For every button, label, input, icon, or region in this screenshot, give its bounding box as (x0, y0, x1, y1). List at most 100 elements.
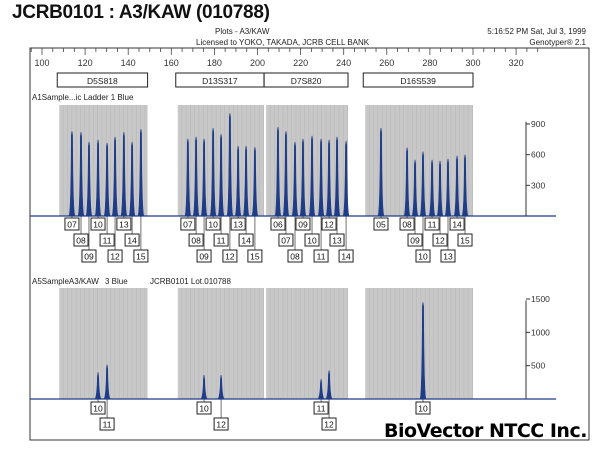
peak-D7S820-09 (299, 138, 307, 217)
y-tick-label: 500 (531, 361, 545, 371)
peak-D16S539-10 (419, 302, 427, 400)
allele-label: 13 (443, 252, 453, 262)
allele-label-box (440, 249, 456, 263)
allele-label-box (321, 417, 337, 431)
peak-D5S818-15 (137, 129, 145, 217)
allele-label-box (222, 249, 238, 263)
allele-label-box (313, 249, 329, 263)
page-title: JCRB0101 : A3/KAW (010788) (12, 2, 270, 23)
allele-label-box (188, 233, 204, 247)
allele-label-box (338, 249, 354, 263)
peak-D16S539-13 (444, 158, 452, 217)
allele-label-box (424, 217, 440, 231)
allele-label: 09 (410, 236, 420, 246)
y-tick-label: 1000 (531, 327, 550, 337)
allele-label-box (205, 217, 221, 231)
peak-D16S539-10 (419, 151, 427, 217)
peak-D13S317-12 (226, 113, 234, 217)
allele-label-box (270, 217, 286, 231)
timestamp: 5:16:52 PM Sat, Jul 3, 1999 (487, 27, 586, 36)
allele-label: 12 (216, 420, 226, 430)
allele-label: 10 (307, 236, 317, 246)
peak-D13S317-08 (192, 136, 200, 217)
peak-D7S820-12 (325, 370, 333, 400)
peak-D5S818-11 (103, 364, 111, 400)
allele-label-box (313, 401, 329, 415)
peak-D7S820-12 (325, 139, 333, 217)
allele-label-box (107, 249, 123, 263)
bin-region (365, 288, 473, 399)
allele-label-box (196, 401, 212, 415)
x-tick-label: 220 (293, 58, 308, 68)
allele-label-box (304, 233, 320, 247)
peak-D16S539-05 (377, 128, 385, 217)
locus-box-D7S820 (263, 72, 349, 88)
allele-label: 11 (428, 220, 437, 230)
y-tick-label: 600 (531, 150, 545, 160)
peak-D7S820-10 (308, 135, 316, 217)
allele-label-box (196, 249, 212, 263)
y-tick-label: 1500 (531, 294, 550, 304)
allele-label-box (415, 249, 431, 263)
peak-D13S317-15 (251, 146, 259, 217)
plot-frame (29, 47, 590, 441)
allele-label-box (238, 233, 254, 247)
allele-label-box (407, 233, 423, 247)
allele-label: 10 (199, 404, 209, 414)
peak-D5S818-12 (111, 136, 119, 217)
peak-D5S818-09 (85, 141, 93, 217)
allele-label: 07 (281, 236, 291, 246)
license-label: Licensed to YOKO, TAKADA, JCRB CELL BANK (196, 38, 370, 47)
allele-label-box (90, 217, 106, 231)
allele-label: 08 (191, 236, 201, 246)
allele-label-box (415, 401, 431, 415)
peak-D16S539-14 (453, 155, 461, 217)
allele-label: 05 (376, 220, 386, 230)
sample-label: JCRB0101 Lot.010788 (150, 277, 232, 286)
x-tick-label: 240 (336, 58, 351, 68)
allele-label: 14 (127, 236, 137, 246)
peak-D16S539-08 (403, 147, 411, 217)
allele-label: 07 (67, 220, 77, 230)
peak-D5S818-11 (103, 142, 111, 217)
peak-D7S820-11 (317, 138, 325, 217)
x-tick-label: 180 (207, 58, 222, 68)
dye-label: 3 Blue (105, 277, 128, 286)
bin-region (266, 288, 349, 399)
allele-label: 11 (317, 404, 326, 414)
x-tick-label: 320 (509, 58, 524, 68)
allele-label-box (287, 249, 303, 263)
allele-label-box (99, 233, 115, 247)
peak-D5S818-13 (120, 132, 128, 217)
peak-D13S317-13 (234, 145, 242, 217)
peak-D16S539-11 (428, 159, 436, 217)
allele-label: 07 (183, 220, 193, 230)
peak-D5S818-14 (128, 141, 136, 217)
allele-label-box (213, 233, 229, 247)
allele-label-box (124, 233, 140, 247)
allele-label: 13 (233, 220, 243, 230)
x-tick-label: 300 (465, 58, 480, 68)
peak-D5S818-08 (77, 132, 85, 217)
allele-label: 10 (93, 404, 103, 414)
plots-label: Plots - A3/KAW (215, 27, 270, 36)
allele-label-box (180, 217, 196, 231)
allele-label: 12 (324, 420, 334, 430)
peak-D13S317-11 (217, 134, 225, 217)
peak-D7S820-06 (274, 127, 282, 217)
allele-label: 11 (103, 236, 112, 246)
peak-D7S820-07 (282, 131, 290, 217)
peak-D7S820-14 (342, 140, 350, 217)
peak-D13S317-07 (184, 138, 192, 217)
locus-label: D13S317 (202, 76, 238, 86)
allele-label: 15 (250, 252, 260, 262)
allele-label-box (399, 217, 415, 231)
allele-label: 11 (217, 236, 226, 246)
allele-label: 12 (225, 252, 235, 262)
x-tick-label: 120 (78, 58, 93, 68)
allele-label: 14 (341, 252, 351, 262)
peak-D13S317-14 (242, 145, 250, 217)
peak-D13S317-09 (200, 138, 208, 217)
panel-label: A1Sample...ic Ladder 1 Blue (32, 93, 134, 102)
